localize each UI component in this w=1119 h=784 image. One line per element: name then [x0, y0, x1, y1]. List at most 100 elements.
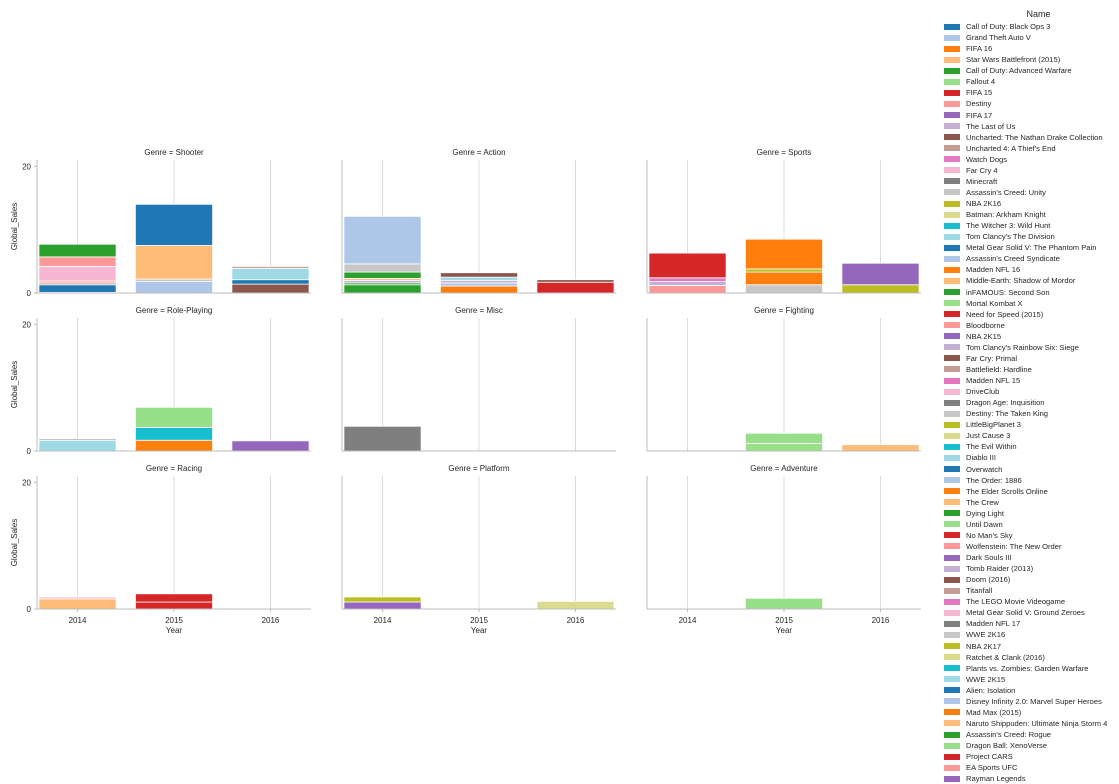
legend-label: Grand Theft Auto V — [966, 33, 1031, 43]
y-axis-label: Global_Sales — [10, 361, 19, 409]
bar-segment — [38, 438, 117, 441]
bar-segment — [648, 252, 727, 279]
legend-swatch — [944, 200, 960, 207]
y-tick-label: 20 — [22, 162, 31, 171]
legend-label: Metal Gear Solid V: The Phantom Pain — [966, 243, 1097, 253]
x-tick-label: 2016 — [872, 616, 890, 625]
legend-label: Batman: Arkham Knight — [966, 210, 1046, 220]
legend-swatch — [944, 576, 960, 583]
facet-panel: Genre = Racing 0 20 Global_Sales 2014 2015 201… — [10, 464, 311, 635]
legend-label: FIFA 17 — [966, 110, 993, 120]
legend-label: The LEGO Movie Videogame — [966, 597, 1066, 607]
legend-label: Far Cry 4 — [966, 165, 998, 175]
legend-label: The Crew — [966, 497, 999, 507]
legend-label: Overwatch — [966, 464, 1003, 474]
legend-item: The Witcher 3: Wild Hunt — [944, 220, 1119, 231]
legend-swatch — [944, 731, 960, 738]
legend-swatch — [944, 687, 960, 694]
faceted-bar-chart: Genre = Shooter 0 20 Global_Sales Genre = Ac… — [10, 148, 921, 635]
legend-swatch — [944, 123, 960, 130]
bar-segment — [38, 243, 117, 258]
bar-segment — [841, 262, 920, 286]
legend-item: inFAMOUS: Second Son — [944, 287, 1119, 298]
legend-label: DriveClub — [966, 387, 1000, 397]
legend-swatch — [944, 366, 960, 373]
legend-swatch — [944, 720, 960, 727]
legend-label: Uncharted: The Nathan Drake Collection — [966, 132, 1103, 142]
bar-segment — [536, 601, 615, 610]
legend-label: Star Wars Battlefront (2015) — [966, 55, 1061, 65]
legend-label: Project CARS — [966, 752, 1013, 762]
legend-item: Call of Duty: Advanced Warfare — [944, 65, 1119, 76]
legend-swatch — [944, 587, 960, 594]
legend-swatch — [944, 775, 960, 782]
legend-item: Far Cry: Primal — [944, 353, 1119, 364]
bar-segment — [231, 440, 310, 452]
legend-swatch — [944, 377, 960, 384]
x-tick-label: 2015 — [470, 616, 488, 625]
legend-label: Rayman Legends — [966, 774, 1026, 784]
legend-label: Need for Speed (2015) — [966, 309, 1044, 319]
legend-item: Metal Gear Solid V: Ground Zeroes — [944, 607, 1119, 618]
legend-item: Watch Dogs — [944, 154, 1119, 165]
legend-item: Dark Souls III — [944, 552, 1119, 563]
legend-label: No Man's Sky — [966, 530, 1013, 540]
legend-swatch — [944, 598, 960, 605]
legend-item: Uncharted: The Nathan Drake Collection — [944, 132, 1119, 143]
y-tick-label: 20 — [22, 320, 31, 329]
bar-segment — [38, 596, 117, 600]
bar-segment — [745, 442, 823, 452]
legend-swatch — [944, 167, 960, 174]
legend-label: Just Cause 3 — [966, 431, 1011, 441]
legend-swatch — [944, 742, 960, 749]
legend-swatch — [944, 300, 960, 307]
legend-item: Alien: Isolation — [944, 685, 1119, 696]
panel-title: Genre = Adventure — [750, 464, 818, 473]
y-tick-label: 0 — [27, 605, 32, 614]
facet-panel: Genre = Platform 2014 2015 2016 Year — [341, 464, 616, 635]
bar-segment — [745, 238, 823, 270]
legend-label: Naruto Shippuden: Ultimate Ninja Storm 4 — [966, 718, 1108, 728]
legend-swatch — [944, 145, 960, 152]
legend-item: Destiny: The Taken King — [944, 408, 1119, 419]
legend-item: DriveClub — [944, 386, 1119, 397]
bar-segment — [343, 271, 422, 279]
bar-segment — [440, 285, 518, 294]
bar-segment — [231, 267, 310, 281]
y-axis-label: Global_Sales — [10, 519, 19, 567]
legend-label: Mortal Kombat X — [966, 298, 1023, 308]
legend-item: Minecraft — [944, 176, 1119, 187]
legend-item: Assassin's Creed: Rogue — [944, 729, 1119, 740]
legend-label: Madden NFL 16 — [966, 265, 1021, 275]
legend-item: Dying Light — [944, 508, 1119, 519]
legend-label: inFAMOUS: Second Son — [966, 287, 1050, 297]
legend-swatch — [944, 488, 960, 495]
legend-item: Until Dawn — [944, 519, 1119, 530]
legend-item: Project CARS — [944, 751, 1119, 762]
legend-label: WWE 2K16 — [966, 630, 1006, 640]
legend-label: NBA 2K17 — [966, 641, 1002, 651]
legend-swatch — [944, 311, 960, 318]
legend-swatch — [944, 510, 960, 517]
bar-segment — [135, 203, 213, 246]
legend-item: The Crew — [944, 497, 1119, 508]
legend-swatch — [944, 532, 960, 539]
legend-swatch — [944, 112, 960, 119]
legend-label: Alien: Isolation — [966, 685, 1016, 695]
legend-label: Dragon Age: Inquisition — [966, 398, 1045, 408]
legend-label: Tom Clancy's The Division — [966, 232, 1055, 242]
legend-swatch — [944, 34, 960, 41]
legend-swatch — [944, 654, 960, 661]
x-tick-label: 2016 — [567, 616, 585, 625]
legend-item: Tom Clancy's The Division — [944, 231, 1119, 242]
bar-segment — [135, 427, 213, 441]
legend-swatch — [944, 421, 960, 428]
legend-label: Madden NFL 15 — [966, 376, 1021, 386]
legend-item: Fallout 4 — [944, 76, 1119, 87]
bar-segment — [231, 265, 310, 269]
legend-item: Metal Gear Solid V: The Phantom Pain — [944, 242, 1119, 253]
legend-swatch — [944, 410, 960, 417]
legend-label: Tom Clancy's Rainbow Six: Siege — [966, 342, 1079, 352]
legend-item: FIFA 17 — [944, 110, 1119, 121]
legend-item: Plants vs. Zombies: Garden Warfare — [944, 663, 1119, 674]
